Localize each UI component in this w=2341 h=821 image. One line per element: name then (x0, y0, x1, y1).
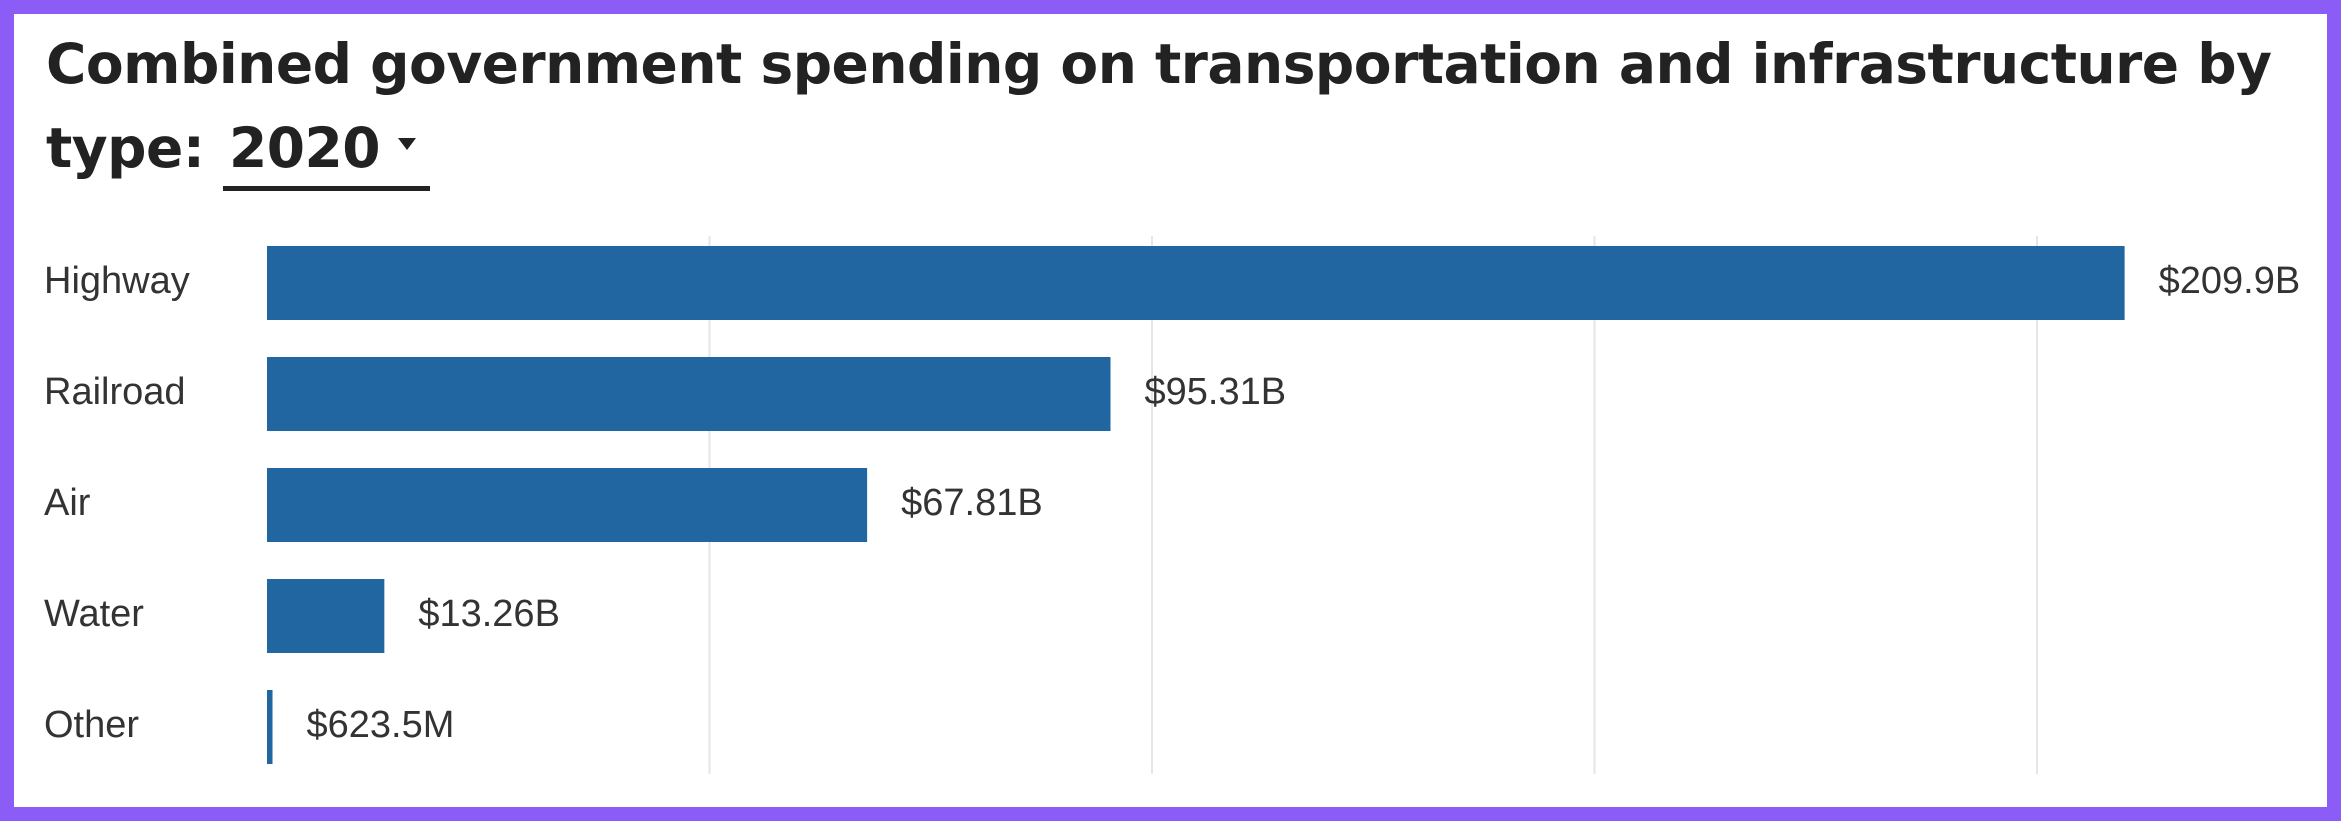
value-label-highway: $209.9B (2159, 260, 2301, 302)
category-label-highway: Highway (44, 260, 190, 302)
labels: Highway $209.9B Railroad $95.31B Air $67.81B W… (44, 260, 2300, 746)
category-label-other: Other (44, 704, 139, 746)
bar-highway[interactable] (267, 246, 2125, 320)
value-label-water: $13.26B (418, 593, 560, 635)
gridlines (708, 236, 2038, 774)
chart-title: Combined government spending on transpor… (46, 22, 2306, 191)
bar-air[interactable] (267, 468, 868, 542)
bars (267, 246, 2125, 764)
bar-water[interactable] (267, 579, 385, 653)
chart-card: Combined government spending on transpor… (14, 14, 2327, 807)
category-label-air: Air (44, 482, 91, 524)
year-dropdown-value: 2020 (228, 116, 381, 180)
value-label-air: $67.81B (901, 482, 1043, 524)
bar-railroad[interactable] (267, 357, 1111, 431)
year-dropdown[interactable]: 2020 (222, 110, 431, 191)
chart-title-text: Combined government spending on transpor… (46, 32, 2272, 180)
category-label-railroad: Railroad (44, 371, 186, 413)
bar-other[interactable] (267, 690, 273, 764)
category-label-water: Water (44, 593, 144, 635)
value-label-other: $623.5M (307, 704, 455, 746)
chevron-down-icon (398, 138, 417, 150)
bar-chart: Highway $209.9B Railroad $95.31B Air $67.81B W… (44, 236, 2300, 774)
value-label-railroad: $95.31B (1144, 371, 1286, 413)
